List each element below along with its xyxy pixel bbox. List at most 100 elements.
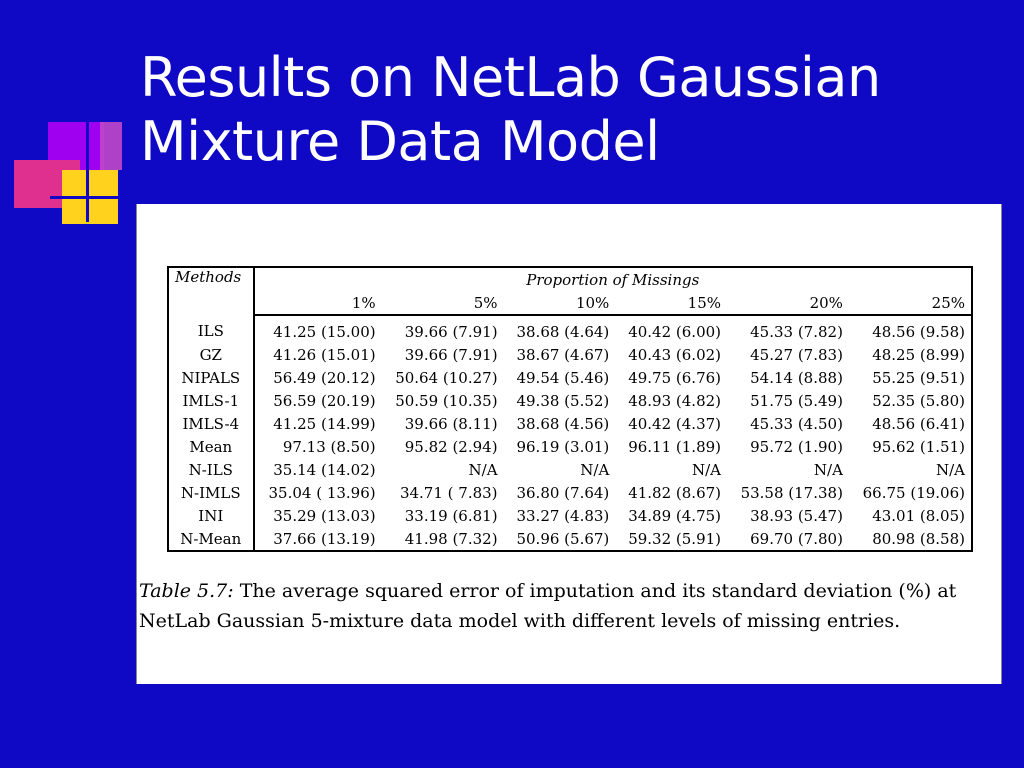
- table-row: Mean 97.13 (8.50) 95.82 (2.94) 96.19 (3.01)…: [168, 435, 972, 458]
- column-header: 20%: [727, 291, 849, 316]
- value-cell: 80.98 (8.58): [872, 529, 965, 548]
- value-cell: 96.19 (3.01): [516, 437, 610, 456]
- slide-title-line-1: Results on NetLab Gaussian: [140, 46, 881, 109]
- value-cell: 37.66 (13.19): [273, 529, 376, 548]
- method-cell: Mean: [168, 435, 255, 458]
- value-cell: 41.98 (7.32): [404, 529, 498, 548]
- value-cell: 35.14 (14.02): [273, 460, 376, 479]
- value-cell: 53.58 (17.38): [740, 483, 843, 502]
- methods-header: Methods: [168, 267, 255, 315]
- value-cell: 55.25 (9.51): [872, 368, 965, 387]
- value-cell: 48.56 (6.41): [872, 414, 965, 433]
- value-cell: 39.66 (8.11): [404, 414, 498, 433]
- decor-pink-strip: [100, 122, 122, 170]
- value-cell: 38.68 (4.64): [516, 322, 610, 341]
- column-header: 5%: [381, 291, 504, 316]
- value-cell: 34.71 ( 7.83): [399, 483, 498, 502]
- method-cell: ILS: [168, 315, 255, 343]
- value-cell: 66.75 (19.06): [862, 483, 965, 502]
- value-cell: 48.25 (8.99): [872, 345, 965, 364]
- value-cell: N/A: [580, 460, 610, 479]
- value-cell: 51.75 (5.49): [750, 391, 843, 410]
- column-header: 1%: [253, 291, 382, 316]
- slide-title-line-2: Mixture Data Model: [140, 110, 660, 173]
- value-cell: 50.59 (10.35): [395, 391, 498, 410]
- column-header: 25%: [848, 291, 972, 316]
- value-cell: 39.66 (7.91): [404, 345, 498, 364]
- value-cell: 59.32 (5.91): [628, 529, 722, 548]
- caption-label: Table 5.7:: [139, 580, 234, 602]
- value-cell: 41.26 (15.01): [273, 345, 376, 364]
- method-cell: INI: [168, 504, 255, 527]
- value-cell: 48.93 (4.82): [628, 391, 722, 410]
- method-cell: N-Mean: [168, 527, 255, 551]
- value-cell: 48.56 (9.58): [872, 322, 965, 341]
- value-cell: 49.54 (5.46): [516, 368, 610, 387]
- column-header: 15%: [615, 291, 728, 316]
- value-cell: 41.25 (15.00): [273, 322, 376, 341]
- caption-text: The average squared error of imputation …: [139, 580, 957, 632]
- value-cell: 49.38 (5.52): [516, 391, 610, 410]
- value-cell: 35.04 ( 13.96): [268, 483, 376, 502]
- value-cell: 40.42 (6.00): [628, 322, 722, 341]
- value-cell: 45.33 (4.50): [750, 414, 843, 433]
- percent-header-row: 1% 5% 10% 15% 20% 25%: [168, 291, 972, 316]
- table-caption: Table 5.7: The average squared error of …: [139, 576, 999, 636]
- slide-title: Results on NetLab Gaussian Mixture Data …: [140, 46, 1000, 174]
- table-row: GZ 41.26 (15.01) 39.66 (7.91) 38.67 (4.67) 4…: [168, 343, 972, 366]
- method-cell: IMLS-1: [168, 389, 255, 412]
- results-table: Methods Proportion of Missings 1% 5% 10%…: [167, 266, 973, 552]
- value-cell: 50.64 (10.27): [395, 368, 498, 387]
- table-row: NIPALS 56.49 (20.12) 50.64 (10.27) 49.54 (5…: [168, 366, 972, 389]
- table-row: IMLS-1 56.59 (20.19) 50.59 (10.35) 49.38 (5…: [168, 389, 972, 412]
- value-cell: 49.75 (6.76): [628, 368, 722, 387]
- value-cell: 69.70 (7.80): [750, 529, 843, 548]
- value-cell: 95.72 (1.90): [750, 437, 843, 456]
- value-cell: 36.80 (7.64): [516, 483, 610, 502]
- method-cell: GZ: [168, 343, 255, 366]
- value-cell: 38.67 (4.67): [516, 345, 610, 364]
- method-cell: IMLS-4: [168, 412, 255, 435]
- value-cell: 50.96 (5.67): [516, 529, 610, 548]
- table-body: ILS 41.25 (15.00) 39.66 (7.91) 38.68 (4.64)…: [168, 315, 972, 551]
- value-cell: 52.35 (5.80): [872, 391, 965, 410]
- value-cell: N/A: [468, 460, 498, 479]
- table-image-panel: Methods Proportion of Missings 1% 5% 10%…: [136, 204, 1002, 684]
- proportion-header: Proportion of Missings: [526, 270, 700, 289]
- value-cell: 41.82 (8.67): [628, 483, 722, 502]
- value-cell: 38.68 (4.56): [516, 414, 610, 433]
- value-cell: 41.25 (14.99): [273, 414, 376, 433]
- column-header: 10%: [503, 291, 616, 316]
- method-cell: N-IMLS: [168, 481, 255, 504]
- table-row: N-Mean 37.66 (13.19) 41.98 (7.32) 50.96 (5.…: [168, 527, 972, 551]
- value-cell: 33.19 (6.81): [404, 506, 498, 525]
- value-cell: 40.43 (6.02): [628, 345, 722, 364]
- value-cell: N/A: [935, 460, 965, 479]
- table-row: N-ILS 35.14 (14.02) N/A N/A N/A N/A N/A: [168, 458, 972, 481]
- value-cell: 97.13 (8.50): [282, 437, 376, 456]
- value-cell: 96.11 (1.89): [628, 437, 722, 456]
- method-cell: N-ILS: [168, 458, 255, 481]
- table-row: ILS 41.25 (15.00) 39.66 (7.91) 38.68 (4.64)…: [168, 315, 972, 343]
- value-cell: 45.27 (7.83): [750, 345, 843, 364]
- method-cell: NIPALS: [168, 366, 255, 389]
- decor-horizontal-line: [50, 196, 140, 199]
- value-cell: 95.82 (2.94): [404, 437, 498, 456]
- value-cell: 45.33 (7.82): [750, 322, 843, 341]
- value-cell: N/A: [692, 460, 722, 479]
- value-cell: 56.59 (20.19): [273, 391, 376, 410]
- value-cell: 56.49 (20.12): [273, 368, 376, 387]
- value-cell: 95.62 (1.51): [872, 437, 965, 456]
- value-cell: 39.66 (7.91): [404, 322, 498, 341]
- value-cell: 54.14 (8.88): [750, 368, 843, 387]
- table-row: IMLS-4 41.25 (14.99) 39.66 (8.11) 38.68 (4.…: [168, 412, 972, 435]
- value-cell: 43.01 (8.05): [872, 506, 965, 525]
- value-cell: 38.93 (5.47): [750, 506, 843, 525]
- value-cell: 40.42 (4.37): [628, 414, 722, 433]
- table-row: INI 35.29 (13.03) 33.19 (6.81) 33.27 (4.83)…: [168, 504, 972, 527]
- value-cell: 35.29 (13.03): [273, 506, 376, 525]
- value-cell: N/A: [813, 460, 843, 479]
- table-row: N-IMLS 35.04 ( 13.96) 34.71 ( 7.83) 36.80 (…: [168, 481, 972, 504]
- decor-vertical-line: [86, 112, 89, 222]
- value-cell: 33.27 (4.83): [516, 506, 610, 525]
